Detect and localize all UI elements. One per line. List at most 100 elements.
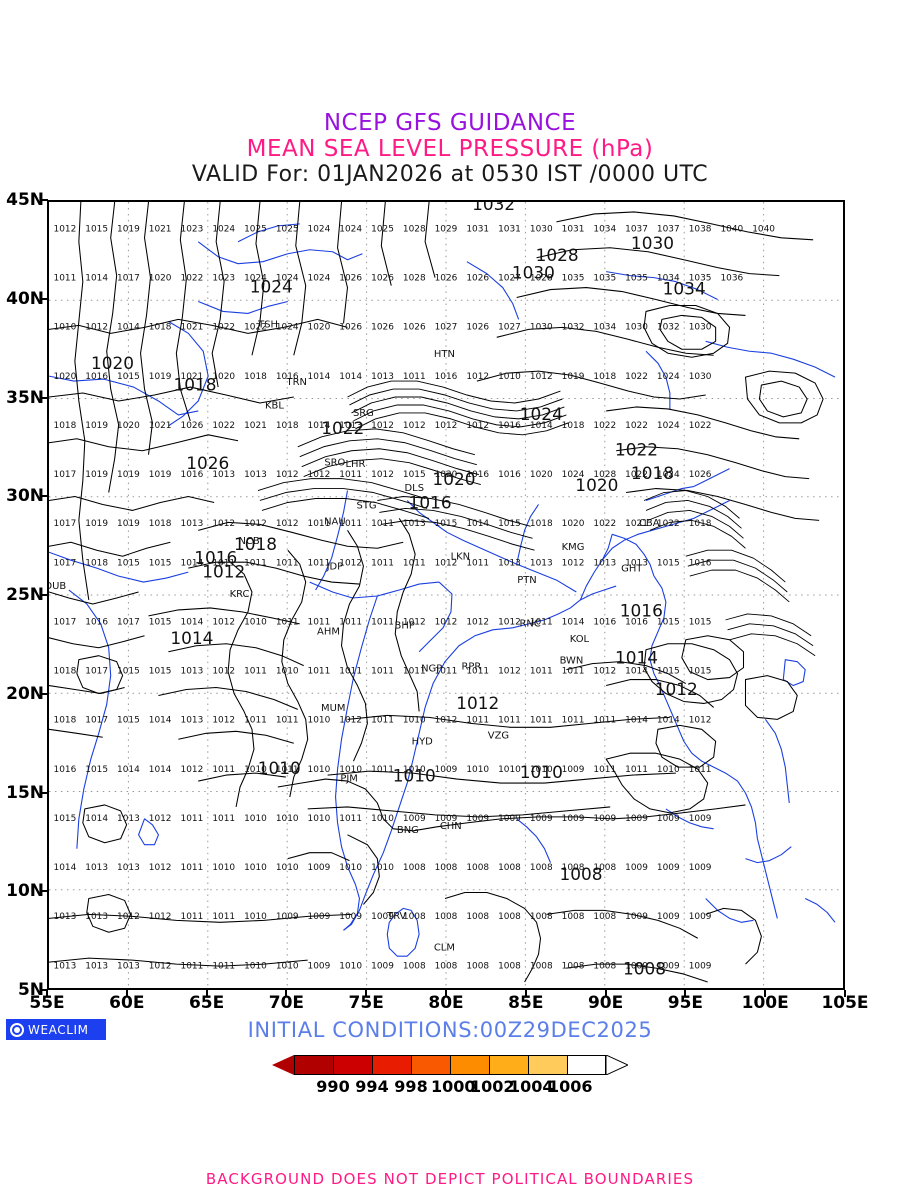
grid-pressure-value: 1029 <box>435 224 458 234</box>
grid-pressure-value: 1013 <box>498 559 521 569</box>
city-code-label: GHT <box>621 563 643 574</box>
grid-pressure-value: 1010 <box>244 617 267 627</box>
grid-pressure-value: 1012 <box>212 519 235 529</box>
grid-pressure-value: 1040 <box>752 224 775 234</box>
grid-pressure-value: 1010 <box>244 765 267 775</box>
grid-pressure-value: 1014 <box>181 559 204 569</box>
contour-label: 1018 <box>234 534 277 554</box>
grid-pressure-value: 1016 <box>85 372 108 382</box>
grid-pressure-value: 1009 <box>689 863 712 873</box>
grid-pressure-value: 1011 <box>371 765 394 775</box>
grid-pressure-value: 1009 <box>562 814 585 824</box>
grid-pressure-value: 1010 <box>498 765 521 775</box>
grid-pressure-value: 1024 <box>562 470 585 480</box>
grid-pressure-value: 1020 <box>117 421 140 431</box>
x-axis-tick-label: 65E <box>188 993 225 1013</box>
title-line-agency: NCEP GFS GUIDANCE <box>323 110 577 136</box>
grid-pressure-value: 1026 <box>371 323 394 333</box>
grid-pressure-value: 1009 <box>593 814 616 824</box>
grid-pressure-value: 1017 <box>117 274 140 284</box>
grid-pressure-value: 1012 <box>244 519 267 529</box>
grid-pressure-value: 1010 <box>244 863 267 873</box>
city-code-label: NAU <box>324 516 346 527</box>
grid-pressure-value: 1012 <box>85 323 108 333</box>
grid-pressure-value: 1012 <box>562 559 585 569</box>
grid-pressure-value: 1008 <box>466 863 489 873</box>
city-code-label: CLM <box>434 943 455 954</box>
grid-pressure-value: 1010 <box>244 912 267 922</box>
grid-pressure-value: 1017 <box>54 519 77 529</box>
city-code-label: AHM <box>317 626 340 637</box>
grid-pressure-value: 1011 <box>498 716 521 726</box>
colorbar-right-arrow <box>606 1055 628 1075</box>
grid-pressure-value: 1034 <box>593 323 616 333</box>
grid-pressure-value: 1018 <box>149 323 172 333</box>
grid-pressure-value: 1026 <box>466 274 489 284</box>
city-code-label: LHR <box>345 459 365 470</box>
colorbar-swatch <box>333 1055 372 1075</box>
grid-pressure-value: 1009 <box>657 961 680 971</box>
grid-pressure-value: 1008 <box>562 863 585 873</box>
grid-pressure-value: 1022 <box>657 519 680 529</box>
grid-pressure-value: 1008 <box>593 961 616 971</box>
x-axis-tick-mark <box>365 990 368 997</box>
grid-pressure-value: 1030 <box>689 323 712 333</box>
grid-pressure-value: 1012 <box>117 912 140 922</box>
y-axis-tick-label: 10N <box>6 881 44 902</box>
chart-title-block: NCEP GFS GUIDANCE MEAN SEA LEVEL PRESSUR… <box>0 112 900 186</box>
grid-pressure-value: 1009 <box>276 912 299 922</box>
colorbar-tick-label: 994 <box>355 1077 389 1096</box>
grid-pressure-value: 1034 <box>593 224 616 234</box>
disclaimer-footer: BACKGROUND DOES NOT DEPICT POLITICAL BOU… <box>205 1170 695 1188</box>
grid-pressure-value: 1015 <box>689 617 712 627</box>
contour-label: 1032 <box>472 202 515 214</box>
grid-pressure-value: 1011 <box>244 667 267 677</box>
grid-pressure-value: 1008 <box>530 912 553 922</box>
grid-pressure-value: 1015 <box>149 617 172 627</box>
grid-pressure-value: 1011 <box>54 274 77 284</box>
grid-pressure-value: 1016 <box>276 372 299 382</box>
contour-label: 1022 <box>321 418 364 438</box>
grid-pressure-value: 1020 <box>212 372 235 382</box>
grid-pressure-value: 1015 <box>657 617 680 627</box>
grid-pressure-value: 1011 <box>689 765 712 775</box>
grid-pressure-value: 1009 <box>625 961 648 971</box>
grid-pressure-value: 1025 <box>276 224 299 234</box>
grid-pressure-value: 1034 <box>657 274 680 284</box>
grid-pressure-value: 1011 <box>276 617 299 627</box>
y-axis-tick-mark <box>40 692 48 695</box>
grid-pressure-value: 1019 <box>85 519 108 529</box>
city-code-label: PJM <box>340 774 358 785</box>
grid-pressure-value: 1019 <box>85 470 108 480</box>
grid-pressure-value: 1030 <box>530 323 553 333</box>
grid-pressure-value: 1013 <box>54 961 77 971</box>
grid-pressure-value: 1008 <box>593 912 616 922</box>
grid-pressure-value: 1014 <box>530 421 553 431</box>
grid-pressure-value: 1010 <box>339 765 362 775</box>
grid-pressure-value: 1016 <box>689 559 712 569</box>
grid-pressure-value: 1022 <box>593 421 616 431</box>
grid-pressure-value: 1008 <box>403 863 426 873</box>
y-axis-tick-mark <box>40 989 48 991</box>
mslp-contour-map: 1012 1015 1019 1021 1023 1024 1025 1025 1024 1024… <box>49 202 843 988</box>
grid-pressure-value: 1014 <box>149 716 172 726</box>
grid-pressure-value: 1011 <box>244 716 267 726</box>
grid-pressure-value: 1016 <box>54 765 77 775</box>
grid-pressure-value: 1011 <box>562 716 585 726</box>
grid-pressure-value: 1012 <box>149 814 172 824</box>
grid-pressure-value: 1018 <box>593 372 616 382</box>
grid-pressure-value: 1011 <box>181 863 204 873</box>
grid-pressure-value: 1014 <box>85 274 108 284</box>
grid-pressure-value: 1008 <box>403 961 426 971</box>
grid-pressure-value: 1022 <box>625 421 648 431</box>
grid-pressure-value: 1008 <box>593 863 616 873</box>
grid-pressure-value: 1011 <box>593 765 616 775</box>
weaclim-logo-badge[interactable]: WEACLIM <box>6 1019 106 1040</box>
grid-pressure-value: 1012 <box>276 470 299 480</box>
grid-pressure-value: 1008 <box>466 961 489 971</box>
grid-pressure-value: 1010 <box>371 814 394 824</box>
city-code-layer: DUB KRC AHM MUM PJM BNG TRV CLM CHN HYD VZG NGP RPR B… <box>49 320 660 954</box>
grid-pressure-value: 1015 <box>117 716 140 726</box>
grid-pressure-value: 1009 <box>403 814 426 824</box>
city-code-label: TRV <box>386 911 406 922</box>
